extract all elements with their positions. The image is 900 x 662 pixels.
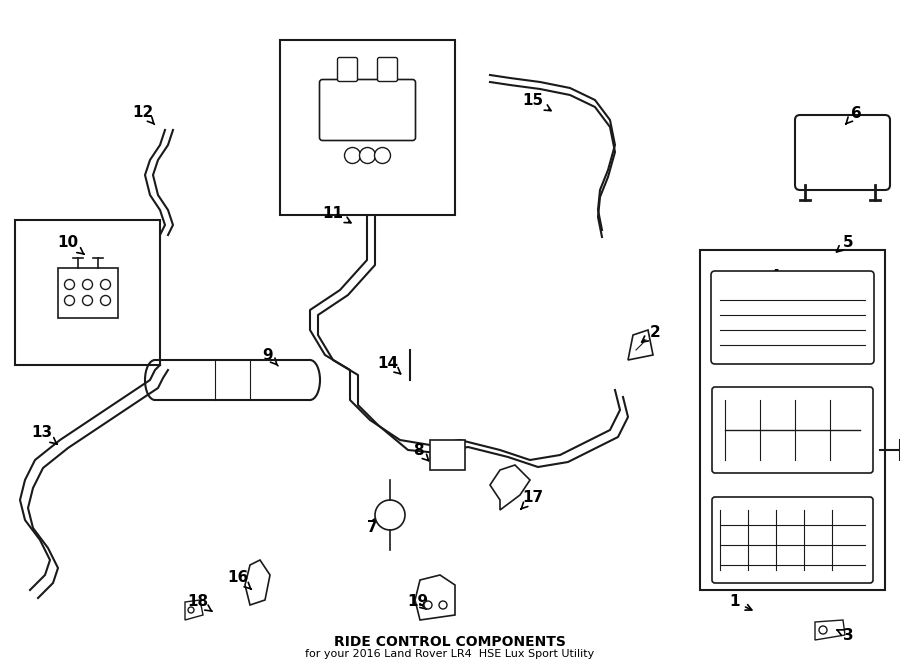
Bar: [15, 220, 160, 365]
Text: 3: 3: [837, 628, 853, 643]
Text: 4: 4: [760, 269, 780, 287]
Circle shape: [345, 148, 361, 164]
Text: 9: 9: [263, 348, 278, 366]
Circle shape: [374, 148, 391, 164]
FancyBboxPatch shape: [795, 115, 890, 190]
Polygon shape: [815, 620, 845, 640]
Bar: [280, 40, 455, 215]
Text: 13: 13: [32, 424, 57, 444]
FancyBboxPatch shape: [712, 497, 873, 583]
Circle shape: [188, 607, 194, 613]
Polygon shape: [415, 575, 455, 620]
Polygon shape: [185, 600, 203, 620]
FancyBboxPatch shape: [711, 271, 874, 364]
Bar: [430, 440, 465, 470]
FancyBboxPatch shape: [338, 58, 357, 81]
Text: 18: 18: [187, 594, 212, 611]
Circle shape: [65, 295, 75, 305]
Text: 2: 2: [642, 324, 661, 342]
Text: 5: 5: [836, 234, 853, 252]
FancyBboxPatch shape: [712, 387, 873, 473]
Circle shape: [83, 295, 93, 305]
Circle shape: [83, 279, 93, 289]
Text: 16: 16: [228, 569, 251, 589]
Text: 10: 10: [58, 234, 84, 254]
Circle shape: [439, 601, 447, 609]
Text: 8: 8: [413, 442, 428, 461]
FancyBboxPatch shape: [377, 58, 398, 81]
Circle shape: [65, 279, 75, 289]
Circle shape: [101, 279, 111, 289]
Text: 15: 15: [522, 93, 551, 111]
Text: 12: 12: [132, 105, 155, 124]
Circle shape: [424, 601, 432, 609]
Text: 19: 19: [408, 594, 428, 610]
Circle shape: [359, 148, 375, 164]
Polygon shape: [490, 465, 530, 510]
Text: 17: 17: [520, 489, 544, 509]
Text: 14: 14: [377, 355, 400, 374]
Circle shape: [375, 500, 405, 530]
Text: 7: 7: [366, 516, 379, 534]
Bar: [700, 250, 885, 590]
Circle shape: [101, 295, 111, 305]
Text: 11: 11: [322, 205, 351, 223]
Polygon shape: [628, 330, 653, 360]
Text: 1: 1: [730, 594, 752, 610]
Text: RIDE CONTROL COMPONENTS: RIDE CONTROL COMPONENTS: [334, 635, 566, 649]
Bar: [58, 267, 118, 318]
Polygon shape: [245, 560, 270, 605]
Circle shape: [819, 626, 827, 634]
FancyBboxPatch shape: [320, 79, 416, 140]
Text: for your 2016 Land Rover LR4  HSE Lux Sport Utility: for your 2016 Land Rover LR4 HSE Lux Spo…: [305, 649, 595, 659]
Text: 6: 6: [846, 105, 861, 124]
